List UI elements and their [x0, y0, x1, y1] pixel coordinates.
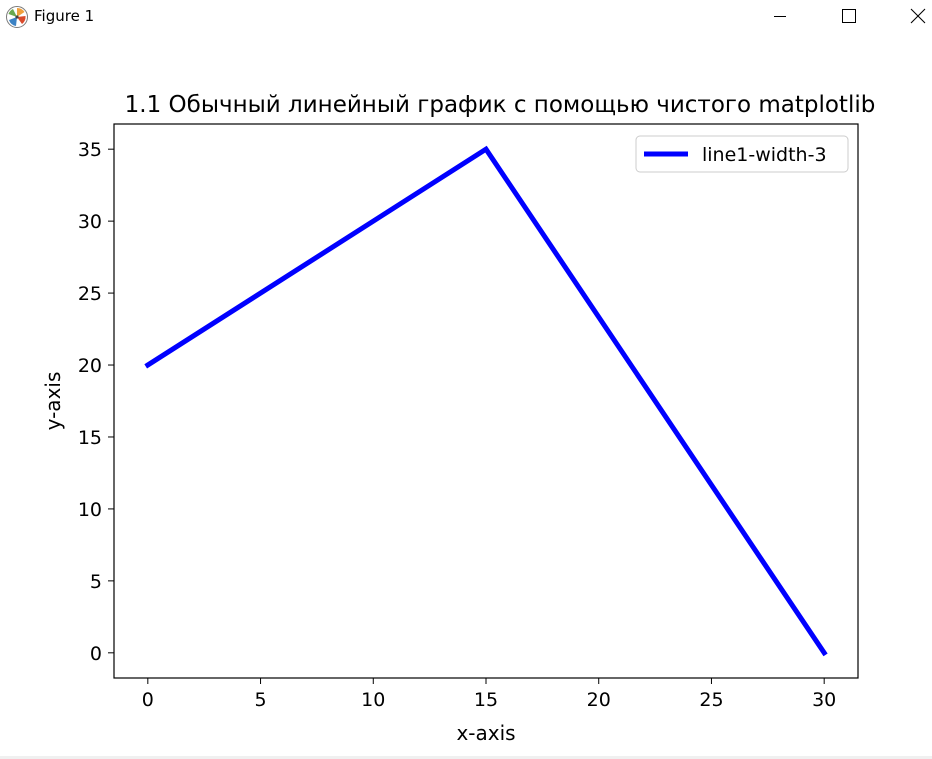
- line-chart: 1.1 Обычный линейный график с помощью чи…: [41, 92, 876, 745]
- x-tick-label: 25: [699, 689, 723, 711]
- maximize-icon: [842, 9, 856, 23]
- y-axis-label: y-axis: [41, 372, 65, 431]
- close-button[interactable]: [895, 0, 932, 32]
- y-tick-label: 30: [78, 211, 102, 233]
- legend-label: line1-width-3: [702, 144, 827, 166]
- y-tick-label: 5: [90, 571, 102, 593]
- minimize-button[interactable]: [757, 0, 803, 32]
- close-icon: [910, 8, 926, 24]
- x-tick-label: 15: [474, 689, 498, 711]
- axes-frame: [113, 123, 859, 679]
- maximize-button[interactable]: [826, 0, 872, 32]
- minimize-icon: [774, 16, 786, 17]
- y-tick-label: 15: [78, 427, 102, 449]
- x-tick-label: 10: [361, 689, 385, 711]
- y-tick-label: 10: [78, 499, 102, 521]
- x-tick-label: 5: [254, 689, 266, 711]
- y-tick-label: 35: [78, 139, 102, 161]
- plot-area: [114, 124, 858, 678]
- window-title: Figure 1: [34, 7, 95, 25]
- y-tick-label: 25: [78, 283, 102, 305]
- window-titlebar: Figure 1: [0, 0, 932, 34]
- window-bottom-edge: [0, 756, 932, 759]
- y-tick-label: 0: [90, 643, 102, 665]
- legend-box: [635, 135, 849, 173]
- matplotlib-logo-icon: [6, 6, 28, 28]
- chart-title: 1.1 Обычный линейный график с помощью чи…: [125, 92, 876, 118]
- x-tick-label: 20: [587, 689, 611, 711]
- x-tick-label: 30: [812, 689, 836, 711]
- figure-canvas: 1.1 Обычный линейный график с помощью чи…: [0, 34, 932, 759]
- x-tick-label: 0: [142, 689, 154, 711]
- x-axis-label: x-axis: [456, 721, 515, 745]
- y-tick-label: 20: [78, 355, 102, 377]
